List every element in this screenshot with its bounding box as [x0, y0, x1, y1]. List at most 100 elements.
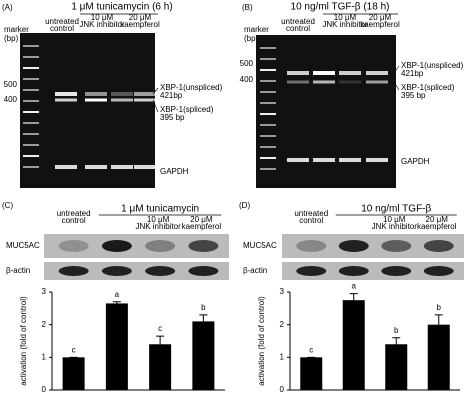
column-label: JNK inhibitor: [135, 222, 181, 231]
marker-band: [23, 100, 39, 102]
pointer: [393, 65, 400, 74]
marker-band: [260, 135, 276, 137]
treatment-title: 1 μM tunicamycin: [121, 204, 199, 215]
significance-letter: c: [72, 345, 76, 354]
marker-label: marker: [244, 25, 269, 34]
row-label: MUC5AC: [243, 241, 277, 250]
marker-band: [260, 58, 276, 60]
marker-label: (bp): [4, 34, 19, 43]
band: [85, 92, 107, 96]
significance-letter: c: [158, 324, 162, 333]
error-bar: [349, 293, 358, 307]
band: [287, 158, 309, 162]
band: [111, 98, 133, 102]
column-label: 10 μM: [383, 215, 406, 224]
significance-letter: b: [437, 303, 442, 312]
row-label: β-actin: [6, 266, 30, 275]
band-label: XBP-1(spliced): [160, 105, 214, 114]
band: [313, 71, 335, 75]
marker-band: [260, 157, 276, 159]
band: [55, 98, 77, 102]
column-label: 20 μM: [426, 215, 449, 224]
panel-label: (B): [242, 3, 253, 12]
marker-label: marker: [4, 25, 29, 34]
treatment-title: 1 μM tunicamycin (6 h): [71, 2, 172, 13]
band: [339, 158, 361, 162]
blot-strip: [44, 262, 229, 280]
column-label: untreated: [281, 17, 315, 26]
marker-band: [23, 78, 39, 80]
y-tick-label: 3: [280, 287, 285, 296]
blot-band: [145, 240, 176, 252]
column-label: untreated: [294, 209, 328, 218]
marker-band: [260, 91, 276, 93]
marker-size: 400: [4, 95, 18, 104]
y-tick-label: 0: [280, 385, 285, 394]
significance-letter: b: [394, 326, 399, 335]
band-label: GAPDH: [160, 167, 189, 176]
bar: [342, 300, 365, 390]
blot-band: [296, 240, 327, 252]
marker-band: [23, 56, 39, 58]
column-label: JNK inhibitor: [79, 20, 125, 29]
band: [366, 80, 388, 84]
significance-letter: a: [115, 290, 120, 299]
marker-band: [260, 80, 276, 82]
marker-label: (bp): [244, 34, 259, 43]
band: [134, 165, 156, 169]
y-tick-label: 2: [280, 320, 285, 329]
column-label: 20 μM: [190, 215, 213, 224]
blot-band: [381, 266, 412, 276]
band: [313, 158, 335, 162]
marker-band: [23, 144, 39, 146]
column-label: kaempferol: [182, 222, 222, 231]
blot-band: [145, 266, 176, 276]
column-label: kaempferol: [120, 20, 160, 29]
marker-band: [260, 102, 276, 104]
band-label: 395 bp: [401, 91, 426, 100]
marker-band: [260, 124, 276, 126]
pointer: [152, 87, 159, 95]
y-tick-label: 1: [280, 352, 285, 361]
gel: [256, 35, 396, 188]
band: [85, 98, 107, 102]
blot-band: [338, 266, 369, 276]
column-label: JNK inhibitor: [372, 222, 418, 231]
column-label: JNK inhibitor: [322, 20, 368, 29]
marker-band: [23, 155, 39, 157]
band-label: XBP-1(spliced): [401, 83, 455, 92]
bar: [105, 303, 128, 390]
blot-band: [188, 240, 219, 252]
band: [366, 71, 388, 75]
marker-band: [23, 122, 39, 124]
marker-band: [260, 47, 276, 49]
band: [339, 80, 361, 84]
gel: [20, 33, 155, 188]
treatment-title: 10 ng/ml TGF-β (18 h): [291, 2, 390, 13]
column-label: control: [299, 216, 323, 225]
band-label: XBP-1(unspliced): [401, 61, 464, 70]
error-bar: [156, 335, 165, 353]
marker-band: [23, 111, 39, 113]
band: [111, 92, 133, 96]
band: [287, 71, 309, 75]
blot-band: [101, 240, 132, 252]
pointer: [393, 81, 400, 91]
band-label: 421bp: [401, 69, 424, 78]
marker-band: [23, 67, 39, 69]
column-label: control: [62, 216, 86, 225]
error-bar: [112, 301, 121, 306]
column-label: kaempferol: [417, 222, 457, 231]
bar: [385, 344, 408, 390]
column-label: kaempferol: [360, 20, 400, 29]
column-label: 10 μM: [334, 13, 357, 22]
blot-band: [423, 240, 454, 252]
bar: [62, 357, 85, 390]
blot-band: [296, 266, 327, 276]
band-label: 395 bp: [160, 113, 185, 122]
marker-band: [23, 89, 39, 91]
column-label: untreated: [57, 209, 91, 218]
blot-band: [338, 240, 369, 252]
marker-band: [23, 45, 39, 47]
